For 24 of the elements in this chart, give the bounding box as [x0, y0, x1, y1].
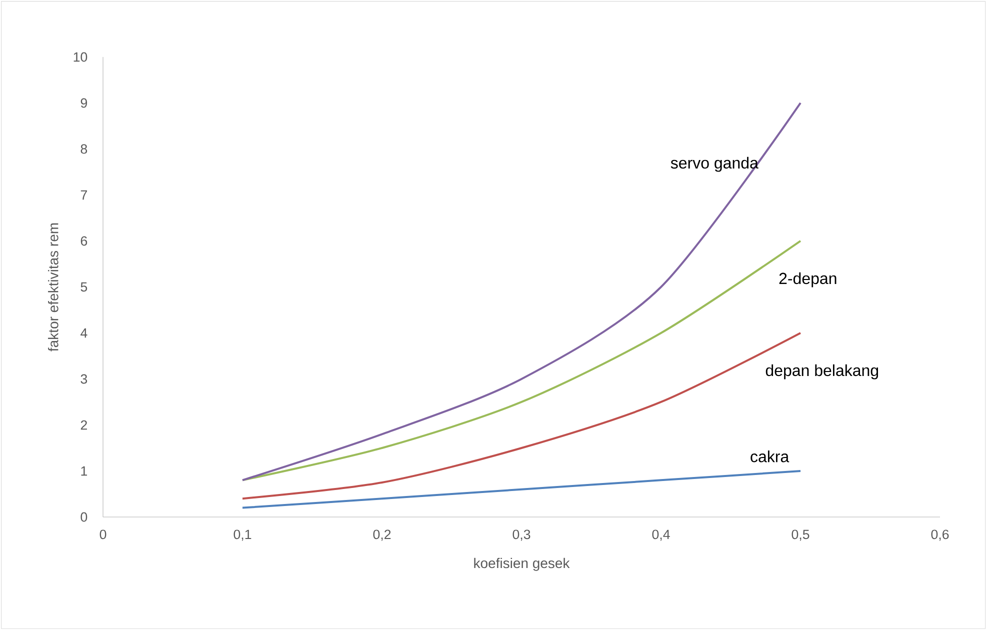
y-axis-title: faktor efektivitas rem — [48, 223, 58, 352]
x-tick-label: 0,2 — [373, 530, 391, 541]
y-tick-label: 1 — [81, 466, 87, 476]
x-tick-label: 0,4 — [652, 530, 670, 541]
x-tick-label: 0 — [100, 530, 106, 540]
y-tick-label: 10 — [74, 52, 88, 62]
y-tick-label: 5 — [80, 282, 88, 292]
series-label: depan belakang — [766, 364, 878, 380]
y-tick-label: 4 — [80, 328, 88, 338]
series-label: cakra — [750, 450, 790, 462]
y-tick-label: 3 — [80, 374, 88, 384]
line-series — [242, 470, 802, 509]
x-tick-label: 0,3 — [512, 530, 530, 541]
x-tick-label: 0,1 — [234, 530, 252, 541]
y-tick-label: 9 — [80, 98, 88, 108]
y-tick-label: 2 — [80, 420, 87, 430]
series-label: 2-depan — [779, 272, 836, 288]
y-tick-label: 7 — [80, 190, 87, 200]
x-tick-label: 0,5 — [792, 530, 810, 541]
y-tick-label: 8 — [80, 144, 88, 154]
y-tick-label: 0 — [80, 512, 88, 522]
y-tick-label: 6 — [80, 236, 88, 246]
x-tick-label: 0,6 — [931, 530, 949, 541]
x-axis-title: koefisien gesek — [474, 558, 570, 571]
